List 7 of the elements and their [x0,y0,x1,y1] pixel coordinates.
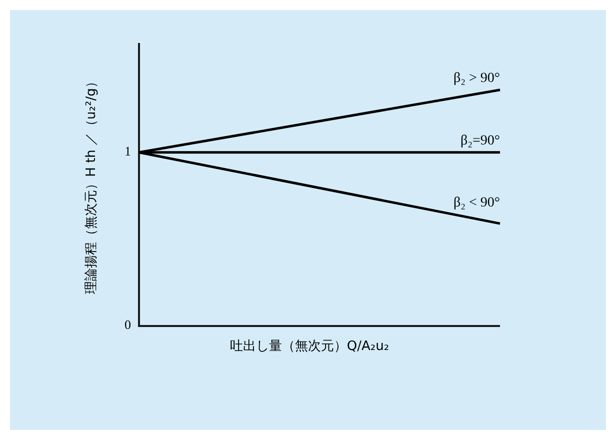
series-label: β₂ < 90° [454,195,500,210]
y-tick-label: 1 [124,143,131,158]
x-axis-title: 吐出し量（無次元）Q/A₂u₂ [230,339,390,354]
y-tick-label: 0 [124,316,131,332]
y-axis-title: 理論揚程（無次元）H th ／（u₂²/g） [84,75,99,294]
series-label: β₂ > 90° [454,70,500,86]
series-label: β₂=90° [460,133,500,148]
